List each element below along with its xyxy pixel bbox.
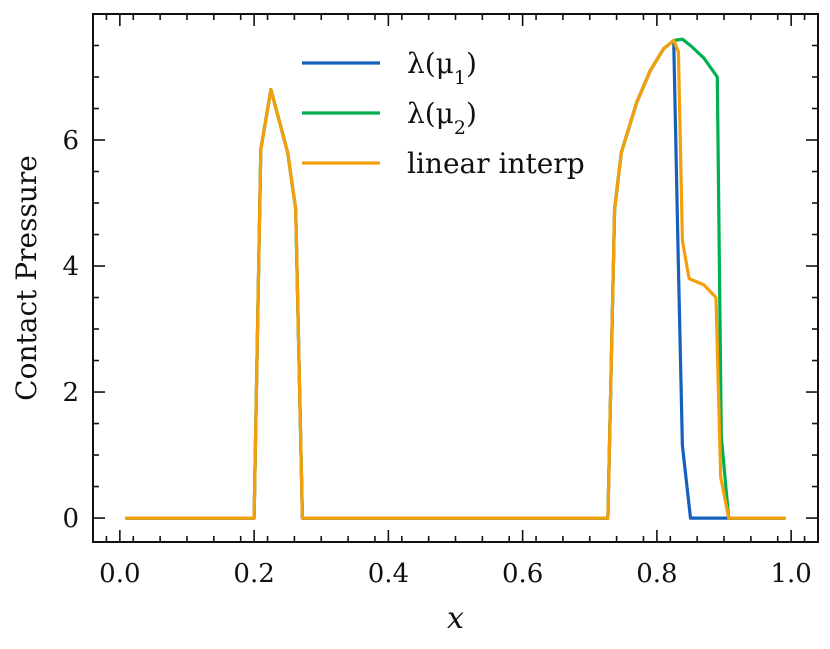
y-tick-label: 2 [62, 378, 79, 408]
legend: λ(μ1) λ(μ2) linear interp [302, 47, 585, 180]
legend-label-2: λ(μ2) [407, 97, 477, 139]
series-line-2 [124, 37, 787, 520]
x-tick-label: 0.0 [99, 559, 140, 589]
x-axis-label: x [447, 601, 464, 636]
legend-label-1: λ(μ1) [407, 47, 477, 89]
plot-frame [92, 13, 819, 543]
legend-label-3: linear interp [407, 147, 585, 180]
ticks-layer: 0.0 0.2 0.4 0.6 0.8 1.0 0 2 4 6 [62, 14, 818, 589]
x-tick-label: 0.4 [368, 559, 409, 589]
series-line-3 [124, 38, 787, 520]
y-axis-label: Contact Pressure [10, 155, 43, 401]
x-tick-label: 0.2 [233, 559, 274, 589]
series-line-1 [124, 38, 787, 520]
y-tick-label: 0 [62, 504, 79, 534]
x-tick-label: 0.8 [636, 559, 677, 589]
series-layer [124, 37, 787, 520]
y-tick-label: 6 [62, 126, 79, 156]
x-tick-label: 0.6 [502, 559, 543, 589]
x-tick-label: 1.0 [770, 559, 811, 589]
y-tick-label: 4 [62, 252, 79, 282]
